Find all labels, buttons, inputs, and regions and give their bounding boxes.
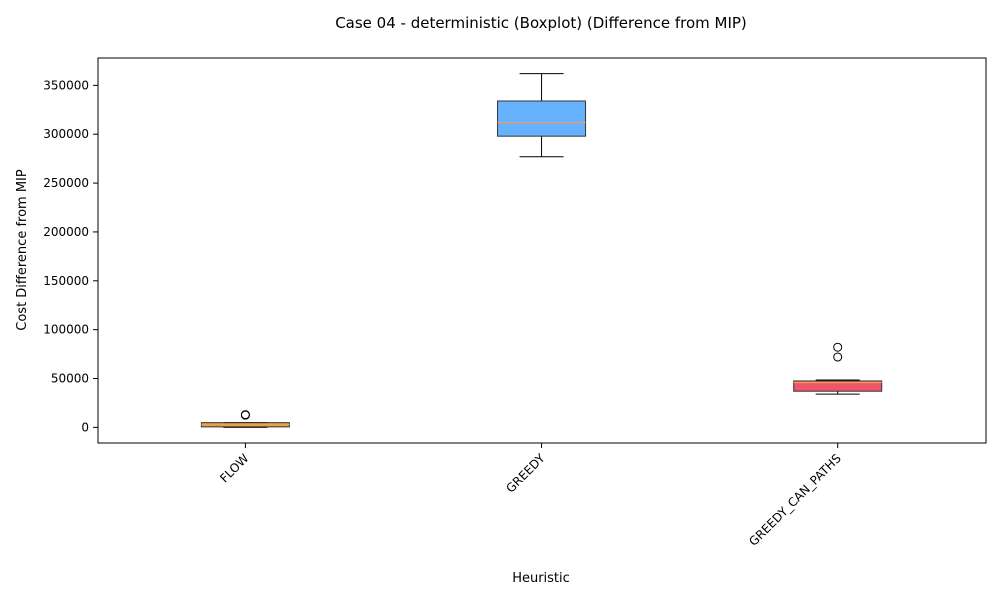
x-tick-label: GREEDY_CAN_PATHS	[746, 451, 844, 549]
outlier-point	[833, 342, 843, 352]
box	[497, 100, 587, 137]
y-tick-label: 100000	[43, 323, 89, 337]
outlier-point	[833, 352, 843, 362]
y-tick-label: 250000	[43, 176, 89, 190]
y-tick-label: 50000	[51, 372, 89, 386]
box-group-greedy-can-paths	[793, 342, 883, 395]
chart-title: Case 04 - deterministic (Boxplot) (Diffe…	[335, 14, 747, 32]
x-tick-label: GREEDY	[503, 451, 548, 496]
x-tick-label: FLOW	[217, 451, 251, 485]
y-tick-label: 0	[81, 420, 89, 434]
y-axis-label: Cost Difference from MIP	[15, 169, 30, 331]
y-tick-label: 150000	[43, 274, 89, 288]
box	[793, 380, 883, 392]
box-group-greedy	[497, 73, 587, 158]
y-tick-label: 200000	[43, 225, 89, 239]
y-tick-label: 350000	[43, 78, 89, 92]
outlier-point	[240, 410, 250, 420]
axes: 0 50000 100000 150000 200000 250000 300000 3500…	[43, 78, 844, 548]
y-tick-label: 300000	[43, 127, 89, 141]
plot-area	[200, 73, 883, 428]
x-axis-label: Heuristic	[512, 571, 570, 586]
box-group-flow	[200, 410, 290, 428]
